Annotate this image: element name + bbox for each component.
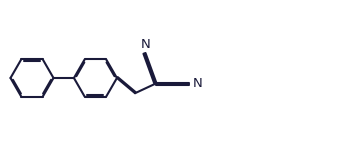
Text: N: N <box>193 77 203 90</box>
Text: N: N <box>141 38 150 51</box>
